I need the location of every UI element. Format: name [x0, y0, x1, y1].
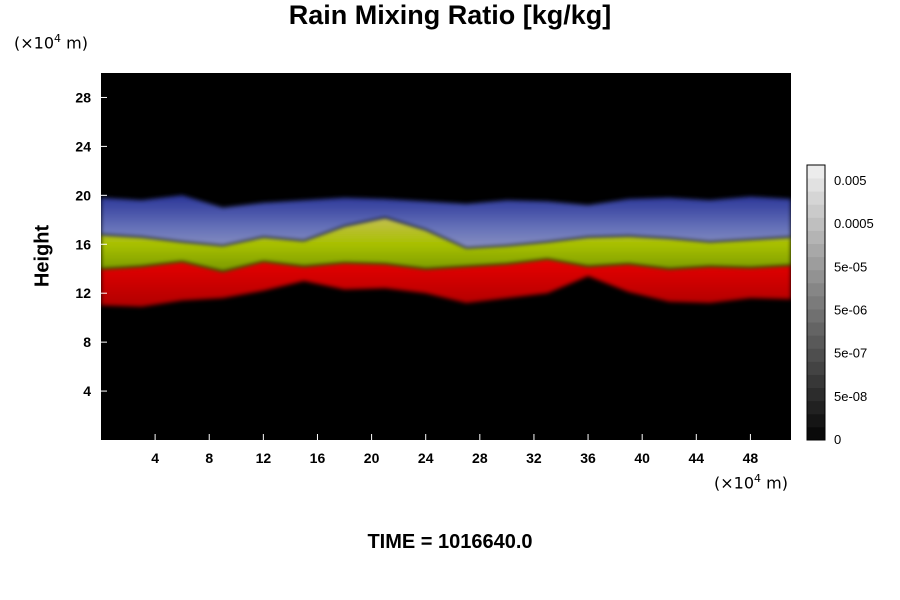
y-tick-label: 12: [75, 285, 91, 301]
x-tick-label: 40: [634, 450, 650, 466]
colorbar-segment: [807, 217, 825, 231]
colorbar-segment: [807, 374, 825, 389]
colorbar-segment: [807, 322, 825, 336]
colorbar-segment: [807, 256, 825, 271]
x-tick-label: 28: [472, 450, 488, 466]
y-tick-label: 24: [75, 138, 91, 154]
colorbar-segment: [807, 191, 825, 205]
colorbar-segment: [807, 282, 825, 297]
x-tick-label: 12: [256, 450, 272, 466]
y-tick-label: 8: [83, 334, 91, 350]
chart-title: Rain Mixing Ratio [kg/kg]: [288, 0, 612, 30]
colorbar-tick-label: 0.005: [834, 173, 867, 188]
time-label: TIME = 1016640.0: [367, 531, 533, 553]
colorbar-segment: [807, 204, 825, 218]
y-axis-unit: (×104 m): [14, 32, 88, 53]
colorbar-segment: [807, 387, 825, 402]
colorbar-segment: [807, 348, 825, 362]
x-tick-label: 16: [310, 450, 326, 466]
x-axis-unit: (×104 m): [714, 472, 788, 493]
colorbar-segment: [807, 426, 825, 441]
x-tick-label: 36: [580, 450, 596, 466]
layer-blue: [101, 195, 791, 248]
colorbar-segment: [807, 165, 825, 179]
x-tick-label: 48: [743, 450, 759, 466]
layer-red: [101, 258, 791, 307]
y-tick-label: 20: [75, 187, 91, 203]
x-tick-label: 4: [151, 450, 159, 466]
colorbar-segment: [807, 335, 825, 349]
colorbar-segment: [807, 309, 825, 323]
colorbar-tick-label: 5e-08: [834, 389, 867, 404]
x-tick-label: 32: [526, 450, 542, 466]
colorbar-tick-label: 5e-07: [834, 346, 867, 361]
y-tick-label: 28: [75, 89, 91, 105]
colorbar-segment: [807, 400, 825, 415]
colorbar-segment: [807, 230, 825, 244]
x-tick-label: 44: [689, 450, 705, 466]
colorbar-frame: [806, 164, 826, 441]
layer-yellow: [101, 217, 791, 272]
colorbar-segment: [807, 269, 825, 284]
colorbar-segment: [807, 178, 825, 192]
y-tick-label: 16: [75, 236, 91, 252]
colorbar-tick-label: 5e-05: [834, 259, 867, 274]
colorbar-segment: [807, 361, 825, 375]
colorbar-tick-label: 5e-06: [834, 303, 867, 318]
x-tick-label: 24: [418, 450, 434, 466]
colorbar-tick-label: 0: [834, 432, 841, 447]
x-tick-label: 8: [205, 450, 213, 466]
x-tick-label: 20: [364, 450, 380, 466]
colorbar-segment: [807, 243, 825, 258]
colorbar-segment: [807, 295, 825, 310]
colorbar-segment: [807, 413, 825, 428]
colorbar-tick-label: 0.0005: [834, 216, 874, 231]
y-tick-label: 4: [83, 383, 91, 399]
